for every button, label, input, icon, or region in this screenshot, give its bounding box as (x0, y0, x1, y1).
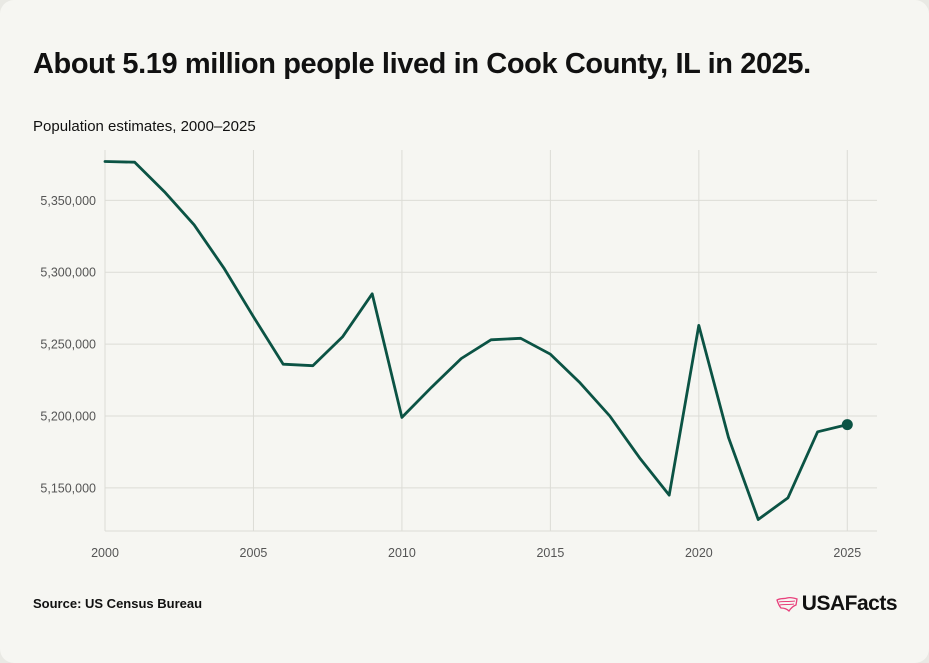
x-tick-label: 2025 (833, 546, 861, 560)
x-tick-label: 2000 (91, 546, 119, 560)
last-data-point[interactable] (841, 419, 853, 431)
chart-title: About 5.19 million people lived in Cook … (33, 48, 811, 80)
chart-subtitle: Population estimates, 2000–2025 (33, 118, 256, 135)
x-tick-label: 2010 (388, 546, 416, 560)
brand-name: USAFacts (801, 592, 898, 615)
y-tick-label: 5,150,000 (40, 481, 96, 495)
y-tick-label: 5,350,000 (40, 194, 96, 208)
y-tick-label: 5,250,000 (40, 338, 96, 352)
axis-layer: 2000 2005 2010 2015 2020 2025 5,150,000 5,200,0… (40, 150, 877, 560)
brand-logo[interactable]: USAFacts (776, 592, 898, 616)
y-tick-label: 5,200,000 (40, 409, 96, 423)
us-map-icon (776, 596, 798, 612)
source-note: Source: US Census Bureau (33, 596, 203, 611)
y-tick-label: 5,300,000 (40, 266, 96, 280)
series-layer (103, 160, 853, 521)
x-tick-label: 2020 (685, 546, 713, 560)
x-tick-label: 2005 (240, 546, 268, 560)
population-series-line (103, 160, 849, 521)
x-tick-label: 2015 (536, 546, 564, 560)
